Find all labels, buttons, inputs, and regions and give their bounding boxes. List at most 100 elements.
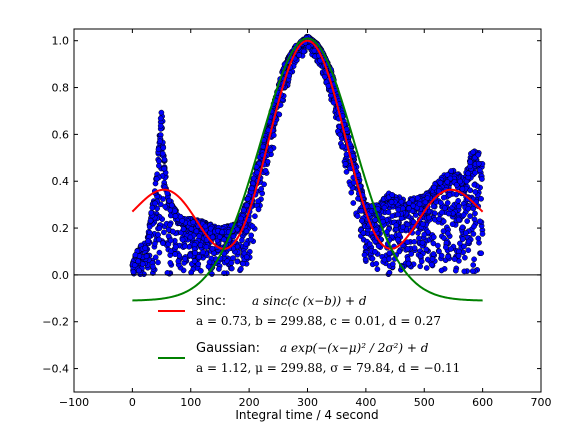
scatter-point: [172, 251, 178, 258]
y-tick-label: 1.0: [52, 35, 70, 48]
scatter-point: [152, 254, 159, 261]
scatter-point: [270, 132, 277, 139]
x-tick-label: 100: [180, 396, 201, 409]
scatter-point: [276, 111, 283, 118]
scatter-point: [198, 268, 204, 274]
scatter-point: [438, 267, 445, 274]
scatter-point: [463, 230, 469, 236]
scatter-point: [230, 233, 237, 240]
scatter-point: [348, 189, 355, 196]
scatter-point: [343, 169, 350, 175]
scatter-point: [461, 268, 468, 275]
scatter-point: [264, 158, 271, 165]
scatter-point: [161, 165, 167, 172]
scatter-point: [428, 261, 435, 268]
scatter-point: [249, 223, 256, 230]
scatter-point: [170, 228, 176, 235]
scatter-point: [147, 217, 154, 224]
scatter-point: [239, 237, 245, 244]
scatter-point: [195, 261, 202, 267]
scatter-point: [150, 263, 156, 270]
scatter-point: [244, 195, 251, 202]
scatter-point: [161, 156, 168, 163]
scatter-point: [445, 210, 452, 217]
scatter-point: [471, 216, 478, 223]
scatter-point: [187, 234, 194, 241]
scatter-point: [372, 248, 378, 255]
scatter-point: [436, 248, 442, 255]
scatter-point: [243, 254, 250, 260]
scatter-point: [411, 238, 418, 245]
scatter-point: [248, 185, 255, 192]
scatter-point: [132, 252, 139, 258]
scatter-point: [296, 52, 302, 59]
scatter-point: [156, 249, 163, 256]
scatter-point: [167, 260, 174, 266]
scatter-point: [339, 143, 346, 150]
scatter-point: [182, 243, 188, 250]
scatter-point: [442, 244, 449, 251]
scatter-point: [449, 221, 456, 228]
scatter-point: [228, 260, 235, 266]
scatter-point: [406, 200, 412, 206]
scatter-point: [438, 252, 445, 259]
scatter-point: [420, 221, 426, 227]
scatter-point: [451, 256, 458, 262]
scatter-point: [465, 247, 472, 254]
scatter-point: [216, 234, 223, 240]
scatter-point: [416, 201, 423, 208]
scatter-point: [475, 151, 482, 158]
scatter-point: [191, 258, 198, 264]
scatter-point: [475, 160, 482, 167]
scatter-point: [430, 203, 437, 210]
scatter-point: [200, 249, 206, 256]
scatter-point: [435, 242, 441, 249]
scatter-point: [255, 198, 261, 205]
scatter-point: [479, 176, 485, 182]
scatter-point: [180, 226, 187, 232]
scatter-point: [471, 181, 478, 188]
scatter-point: [261, 181, 267, 188]
scatter-point: [441, 205, 448, 211]
scatter-point: [255, 206, 262, 213]
scatter-point: [447, 246, 454, 252]
scatter-point: [166, 197, 173, 204]
scatter-point: [167, 237, 174, 244]
y-tick-label: −0.2: [42, 316, 69, 329]
scatter-point: [243, 202, 250, 209]
scatter-point: [172, 243, 179, 250]
scatter-point: [192, 250, 198, 256]
sinc-fit-line: [131, 39, 484, 250]
scatter-point: [455, 252, 462, 259]
y-tick-label: 0.6: [52, 128, 70, 141]
scatter-point: [337, 131, 344, 138]
scatter-point: [444, 230, 451, 237]
scatter-point: [415, 229, 421, 236]
scatter-point: [325, 82, 332, 89]
scatter-point: [405, 260, 412, 267]
legend-gaussian-formula: a exp(−(x−μ)² / 2σ²) + d: [280, 341, 429, 355]
scatter-point: [424, 256, 431, 263]
scatter-point: [366, 241, 373, 247]
scatter-point: [437, 179, 444, 186]
scatter-point: [470, 149, 476, 156]
scatter-point: [389, 261, 396, 267]
scatter-point: [171, 208, 178, 214]
scatter-point: [430, 240, 437, 247]
scatter-point: [369, 255, 376, 262]
scatter-point: [157, 115, 164, 122]
scatter-point: [139, 261, 146, 267]
scatter-point: [472, 169, 479, 176]
scatter-point: [375, 243, 382, 249]
y-tick-label: 0.8: [52, 82, 70, 95]
scatter-point: [250, 175, 257, 182]
scatter-point: [440, 228, 447, 234]
scatter-point: [152, 240, 158, 247]
scatter-point: [361, 252, 368, 258]
scatter-point: [452, 267, 459, 274]
scatter-point: [385, 209, 392, 216]
scatter-point: [400, 205, 406, 212]
scatter-point: [131, 262, 138, 269]
scatter-point: [342, 160, 349, 167]
scatter-point: [262, 167, 269, 174]
